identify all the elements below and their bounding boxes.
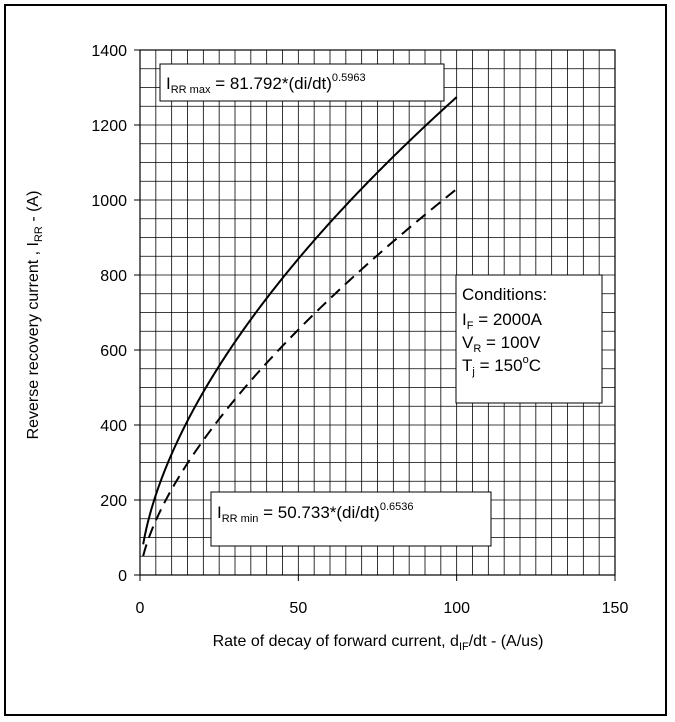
max-eq-text: = 81.792*(di/dt) — [210, 74, 331, 93]
x-axis-label-rest: /dt - (A/us) — [469, 633, 544, 650]
max-equation-annotation: IRR max = 81.792*(di/dt)0.5963 — [159, 63, 445, 102]
x-tick-label: 0 — [136, 600, 145, 617]
y-tick-label: 600 — [100, 343, 127, 360]
series-group — [142, 96, 458, 557]
min-eq-prefix: I — [217, 503, 222, 522]
y-tick-label: 0 — [118, 568, 127, 585]
x-axis-label-sub: IF — [459, 641, 469, 653]
tick-labels: 0 50 100 150 0 200 400 600 800 1000 1200 1400 — [91, 43, 628, 617]
series-line-min — [142, 188, 458, 557]
y-axis-label-rest: - (A) — [25, 191, 42, 227]
conditions-title: Conditions: — [462, 285, 547, 304]
x-tick-label: 150 — [602, 600, 629, 617]
x-tick-label: 50 — [289, 600, 307, 617]
x-tick-label: 100 — [443, 600, 470, 617]
min-eq-text: = 50.733*(di/dt) — [258, 503, 379, 522]
min-eq-exponent: 0.6536 — [380, 501, 414, 513]
max-eq-exponent: 0.5963 — [332, 72, 366, 84]
y-axis-label-sub: RR — [33, 226, 45, 242]
max-eq-prefix: I — [166, 74, 171, 93]
svg-text:IRR max = 81.792*(di/dt)0.5963: IRR max = 81.792*(di/dt)0.5963 — [166, 72, 366, 96]
chart-frame — [4, 4, 667, 716]
conditions-vr: VR = 100V — [462, 333, 541, 355]
conditions-tj: Tj = 150oC — [462, 354, 541, 378]
y-tick-label: 400 — [100, 418, 127, 435]
y-tick-label: 1200 — [91, 118, 127, 135]
x-axis-label-main: Rate of decay of forward current, d — [213, 633, 459, 650]
y-tick-label: 800 — [100, 268, 127, 285]
conditions-annotation: Conditions: IF = 2000A VR = 100V Tj = 15… — [455, 274, 603, 404]
min-equation-annotation: IRR min = 50.733*(di/dt)0.6536 — [210, 491, 492, 547]
conditions-if: IF = 2000A — [462, 310, 543, 332]
y-tick-label: 1000 — [91, 193, 127, 210]
series-line-max — [142, 96, 458, 545]
y-tick-label: 200 — [100, 493, 127, 510]
y-tick-label: 1400 — [91, 43, 127, 60]
y-axis-label-main: Reverse recovery current , I — [25, 242, 42, 439]
svg-text:IRR min = 50.733*(di/dt)0.6536: IRR min = 50.733*(di/dt)0.6536 — [217, 501, 414, 525]
y-axis-label: Reverse recovery current , IRR - (A) — [25, 191, 45, 440]
x-axis-label: Rate of decay of forward current, dIF/dt… — [213, 633, 544, 653]
plot-border — [139, 49, 616, 576]
max-eq-sub: RR max — [171, 84, 211, 96]
axes — [134, 49, 616, 581]
min-eq-sub: RR min — [222, 513, 259, 525]
